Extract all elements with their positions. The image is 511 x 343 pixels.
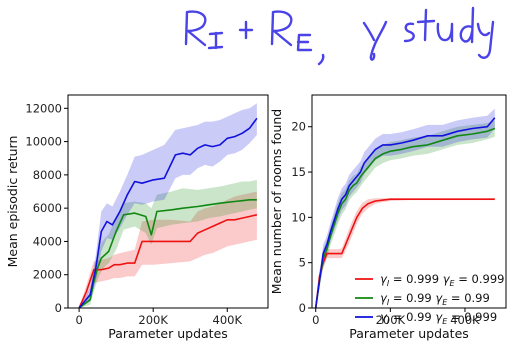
x-axis-label: Parameter updates — [108, 326, 228, 341]
legend-label-blue: γI = 0.99 γE = 0.999 — [380, 310, 497, 326]
y-tick-label: 2000 — [33, 268, 62, 282]
x-tick-label: 0 — [75, 313, 82, 327]
y-tick-label: 8000 — [33, 168, 62, 182]
right-chart: 0 200K 400K 0 5 10 15 20 Parameter updates Mean n… — [269, 94, 507, 341]
axes-frame — [311, 94, 507, 309]
series-line-blue — [78, 117, 258, 309]
x-tick-label: 200K — [138, 313, 168, 327]
series-line-red — [314, 198, 495, 309]
x-tick-label: 400K — [450, 313, 480, 327]
legend-label-red: γI = 0.999 γE = 0.999 — [380, 272, 504, 288]
y-tick-label: 6000 — [33, 201, 62, 215]
series-line-green — [78, 199, 257, 309]
series-band-blue — [79, 103, 257, 308]
y-axis-label: Mean episodic return — [5, 136, 20, 268]
x-axis-label: Parameter updates — [349, 326, 469, 341]
y-tick-label: 4000 — [33, 234, 62, 248]
legend: γI = 0.999 γE = 0.999 γI = 0.99 γE = 0.99… — [355, 272, 504, 326]
series-band-red — [79, 191, 257, 308]
y-tick-label: 15 — [291, 165, 306, 179]
legend-label-green: γI = 0.99 γE = 0.99 — [380, 291, 490, 307]
x-tick-label: 400K — [213, 313, 243, 327]
handwritten-annotation — [184, 6, 495, 66]
series-line-blue — [314, 117, 496, 309]
series-band-green — [315, 120, 495, 309]
y-tick-label: 12000 — [25, 101, 62, 115]
axes-frame — [67, 94, 269, 309]
left-chart: 0 200K 400K 0 2000 4000 6000 8000 10000 12000 Para… — [5, 94, 269, 341]
y-tick-label: 10 — [291, 210, 306, 224]
y-tick-label: 10000 — [25, 135, 62, 149]
x-tick-label: 200K — [376, 313, 406, 327]
y-tick-label: 20 — [291, 120, 306, 134]
series-line-green — [314, 127, 496, 309]
y-axis-label: Mean number of rooms found — [269, 109, 284, 294]
series-line-red — [78, 214, 258, 309]
y-tick-label: 5 — [299, 256, 306, 270]
x-tick-label: 0 — [312, 313, 319, 327]
y-tick-label: 0 — [55, 301, 62, 315]
series-band-green — [79, 179, 257, 308]
y-tick-label: 0 — [299, 301, 306, 315]
